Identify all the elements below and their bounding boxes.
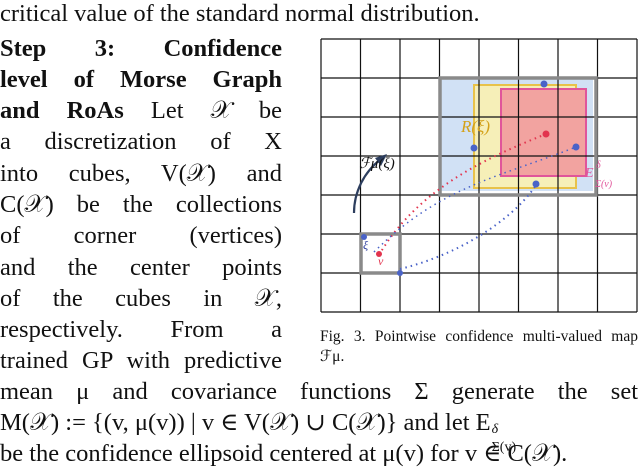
map-arrow-head xyxy=(375,154,387,166)
top-line: critical value of the standard normal di… xyxy=(0,0,480,27)
step-heading-line-1: Step 3: Confidence xyxy=(0,35,282,62)
xi-cell-box xyxy=(359,232,402,275)
label-r-xi: R(ξ) xyxy=(460,117,490,136)
label-v: v xyxy=(378,254,384,268)
label-ellipsoid-e: E xyxy=(584,166,594,181)
center-point-v xyxy=(376,251,382,257)
mapped-center-point xyxy=(542,130,550,138)
map-arrow xyxy=(352,158,382,214)
left-line-7: respectively. From a xyxy=(0,316,282,343)
step-heading-line-2: level of Morse Graph xyxy=(0,66,282,93)
corner-point-2 xyxy=(397,270,403,276)
label-ellipsoid-sup: δ xyxy=(596,160,601,171)
left-line-4: of corner (vertices) xyxy=(0,222,282,249)
bottom-line-2-sup: δ xyxy=(491,422,499,437)
label-xi: ξ xyxy=(363,238,369,252)
bottom-line-2-sub: Σ(v) xyxy=(491,440,517,455)
figure-caption: Fig. 3. Pointwise confidence multi-value… xyxy=(320,328,638,365)
mapped-corner-point-top xyxy=(540,80,548,88)
blue-dotted-map-line-1 xyxy=(399,184,537,270)
left-line-2: into cubes, V(𝒳) and xyxy=(0,160,282,187)
left-line-6: of the cubes in 𝒳, xyxy=(0,285,282,312)
left-line-3: C(𝒳) be the collections xyxy=(0,191,282,218)
bottom-line-1: mean μ and covariance functions Σ genera… xyxy=(0,378,638,405)
bottom-line-2-text: M(𝒳) := {(v, μ(v)) | v ∈ V(𝒳) ∪ C(𝒳)} an… xyxy=(0,409,491,436)
label-f-mu: ℱμ(ξ) xyxy=(359,156,395,172)
label-ellipsoid-sub: Σ(v) xyxy=(594,179,613,190)
step-heading-rest: Let 𝒳 be xyxy=(150,97,282,124)
mapped-corner-point-left xyxy=(470,144,478,152)
mapped-corner-point-right xyxy=(572,143,580,151)
step-heading-bold: and RoAs xyxy=(0,97,124,124)
gray-union-box xyxy=(438,76,598,197)
red-dotted-map-line xyxy=(378,133,547,256)
left-line-8: trained GP with predictive xyxy=(0,347,282,374)
corner-point-1 xyxy=(361,234,367,240)
step-heading-line-3: and RoAs Let 𝒳 be xyxy=(0,97,282,124)
bottom-line-3: be the confidence ellipsoid centered at … xyxy=(0,440,568,467)
figure-confidence-map: R(ξ) ℱμ(ξ) ξ v E δ Σ(v) xyxy=(320,38,638,313)
bottom-line-2: M(𝒳) := {(v, μ(v)) | v ∈ V(𝒳) ∪ C(𝒳)} an… xyxy=(0,409,521,455)
mapped-corner-point-bottom xyxy=(532,180,540,188)
left-line-5: and the center points xyxy=(0,254,282,281)
left-line-1: a discretization of X xyxy=(0,128,282,155)
